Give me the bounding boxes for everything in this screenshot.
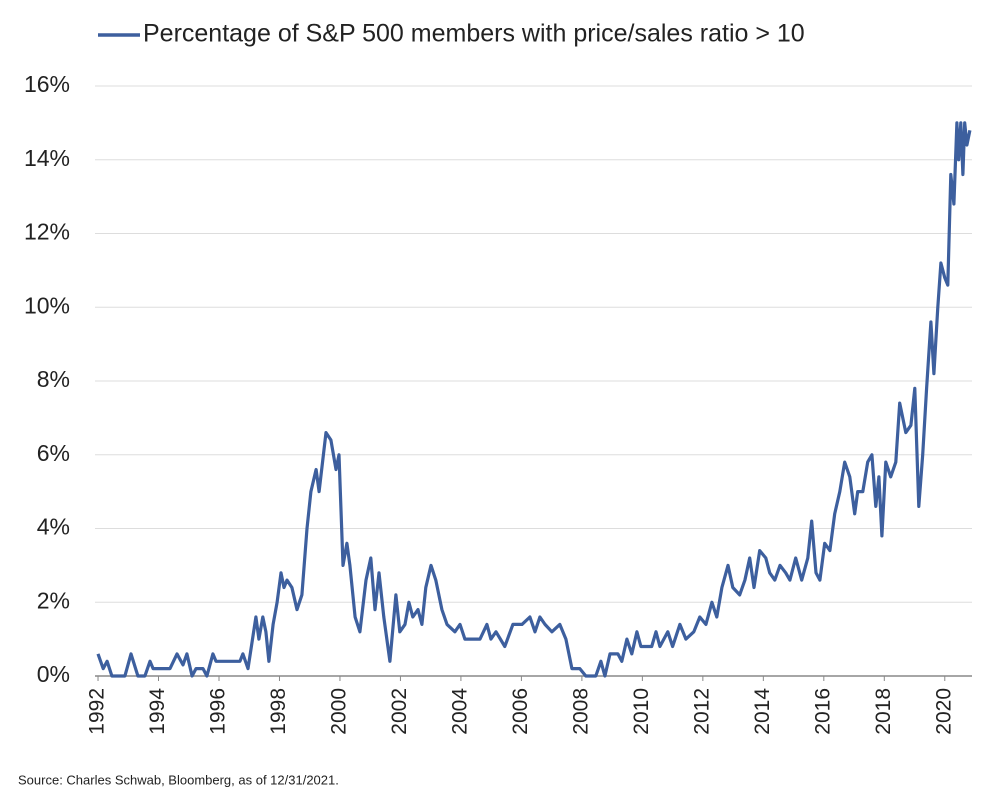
x-tick-label: 1998	[267, 688, 290, 735]
x-tick-label: 2018	[872, 688, 895, 735]
x-tick-label: 2000	[328, 688, 351, 735]
y-tick-label: 14%	[24, 145, 70, 171]
x-tick-label: 1994	[146, 688, 169, 735]
x-tick-label: 2004	[448, 688, 471, 735]
source-note: Source: Charles Schwab, Bloomberg, as of…	[18, 772, 339, 787]
data-line	[96, 121, 972, 678]
x-tick-label: 1992	[86, 688, 109, 735]
x-tick-label: 2010	[630, 688, 653, 735]
y-tick-label: 16%	[24, 71, 70, 97]
y-tick-label: 8%	[37, 366, 70, 392]
x-tick-label: 2020	[932, 688, 955, 735]
x-tick-label: 2012	[690, 688, 713, 735]
y-tick-label: 0%	[37, 661, 70, 687]
x-tick-label: 2002	[388, 688, 411, 735]
y-tick-label: 10%	[24, 292, 70, 318]
y-tick-label: 6%	[37, 440, 70, 466]
y-tick-label: 12%	[24, 219, 70, 245]
y-tick-label: 2%	[37, 587, 70, 613]
x-tick-label: 1996	[207, 688, 230, 735]
y-tick-label: 4%	[37, 514, 70, 540]
x-tick-label: 2016	[811, 688, 834, 735]
x-tick-label: 2006	[509, 688, 532, 735]
legend-label: Percentage of S&P 500 members with price…	[143, 20, 805, 48]
x-tick-label: 2014	[751, 688, 774, 735]
x-tick-label: 2008	[569, 688, 592, 735]
